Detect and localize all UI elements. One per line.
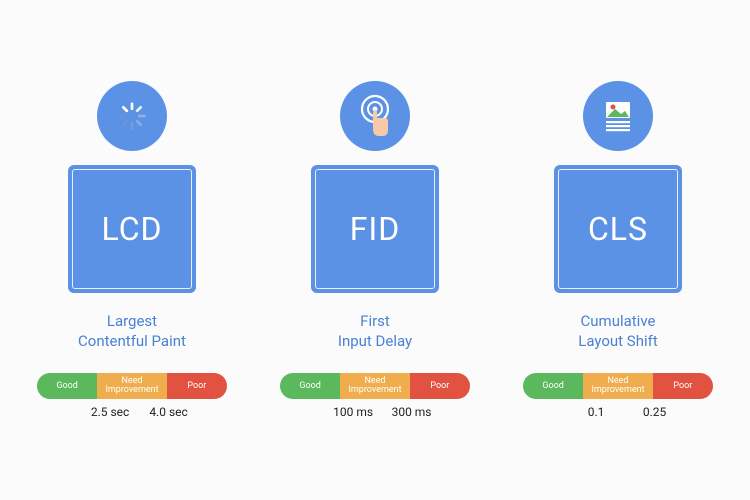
spinner-icon: [97, 81, 167, 151]
metric-tile: FID: [311, 165, 439, 293]
threshold-values: 0.1 0.25: [523, 405, 713, 419]
scale-good: Good: [523, 373, 583, 399]
threshold-scale: Good Need Improvement Poor: [37, 373, 227, 399]
metric-tile: LCD: [68, 165, 196, 293]
metric-abbr: FID: [350, 210, 400, 248]
metric-cls: CLS Cumulative Layout Shift Good Need Im…: [521, 81, 716, 420]
metric-tile: CLS: [554, 165, 682, 293]
metric-name-line2: Input Delay: [338, 332, 412, 350]
metrics-row: LCD Largest Contentful Paint Good Need I…: [0, 81, 750, 420]
scale-good: Good: [37, 373, 97, 399]
metric-name-line1: Cumulative: [581, 312, 656, 330]
scale-poor: Poor: [410, 373, 470, 399]
scale-need: Need Improvement: [583, 373, 652, 399]
touch-icon: [340, 81, 410, 151]
threshold-scale: Good Need Improvement Poor: [280, 373, 470, 399]
metric-abbr: LCD: [101, 210, 162, 248]
scale-poor: Poor: [167, 373, 227, 399]
scale-need: Need Improvement: [97, 373, 166, 399]
threshold-high: 0.25: [625, 405, 683, 419]
metric-fid: FID First Input Delay Good Need Improvem…: [278, 81, 473, 420]
threshold-high: 300 ms: [382, 405, 440, 419]
threshold-high: 4.0 sec: [139, 405, 197, 419]
metric-name: Largest Contentful Paint: [78, 311, 186, 352]
scale-good: Good: [280, 373, 340, 399]
metric-lcp: LCD Largest Contentful Paint Good Need I…: [35, 81, 230, 420]
threshold-low: 0.1: [567, 405, 625, 419]
metric-name-line2: Contentful Paint: [78, 332, 186, 350]
metric-name-line1: Largest: [107, 312, 157, 330]
scale-need: Need Improvement: [340, 373, 409, 399]
threshold-low: 2.5 sec: [81, 405, 139, 419]
threshold-values: 2.5 sec 4.0 sec: [37, 405, 227, 419]
metric-name: First Input Delay: [338, 311, 412, 352]
metric-name-line2: Layout Shift: [578, 332, 658, 350]
metric-name: Cumulative Layout Shift: [578, 311, 658, 352]
threshold-scale: Good Need Improvement Poor: [523, 373, 713, 399]
image-layout-icon: [583, 81, 653, 151]
metric-abbr: CLS: [588, 210, 648, 248]
metric-name-line1: First: [360, 312, 390, 330]
scale-poor: Poor: [653, 373, 713, 399]
threshold-values: 100 ms 300 ms: [280, 405, 470, 419]
threshold-low: 100 ms: [324, 405, 382, 419]
